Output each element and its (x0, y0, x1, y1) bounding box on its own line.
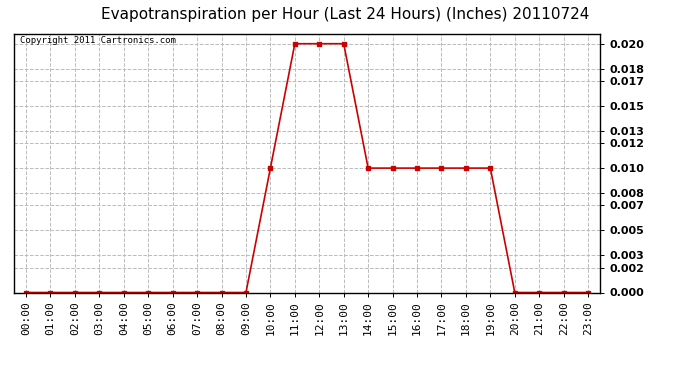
Text: Copyright 2011 Cartronics.com: Copyright 2011 Cartronics.com (19, 36, 175, 45)
Text: Evapotranspiration per Hour (Last 24 Hours) (Inches) 20110724: Evapotranspiration per Hour (Last 24 Hou… (101, 8, 589, 22)
